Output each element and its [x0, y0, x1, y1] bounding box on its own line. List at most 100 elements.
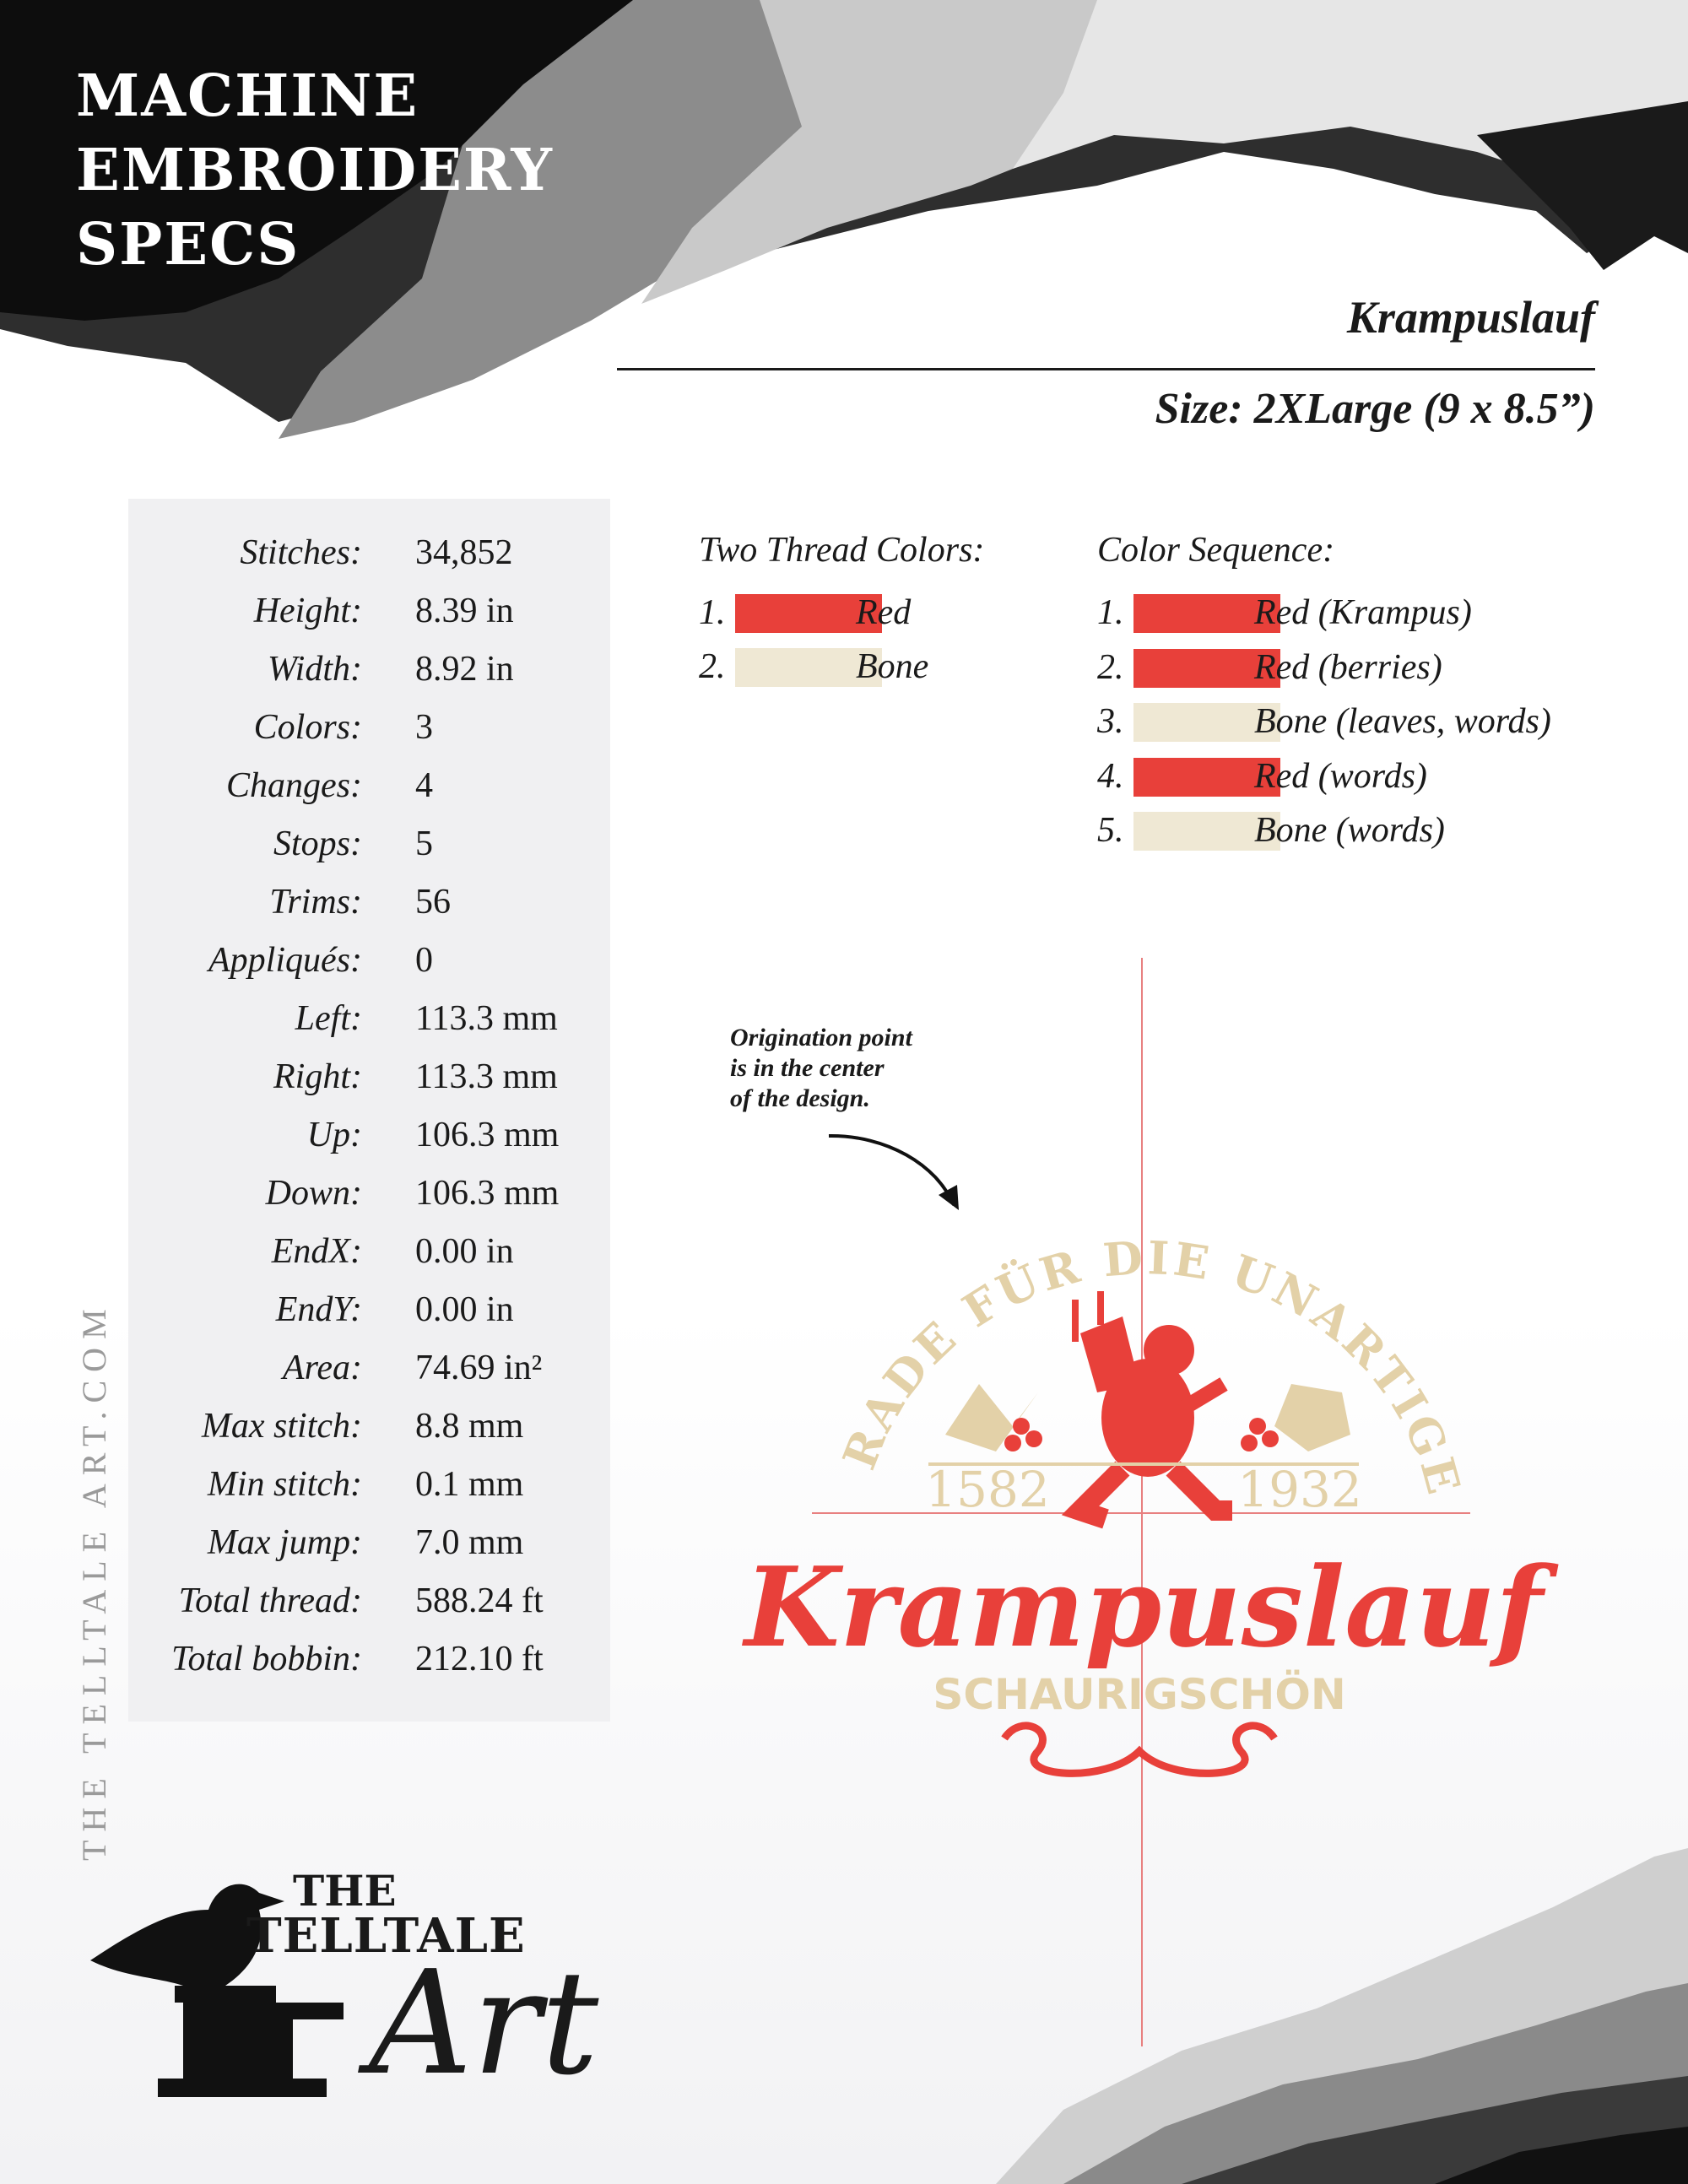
specs-panel: Stitches: 34,852 Height: 8.39 in Width: 8.92 …: [128, 499, 610, 1722]
design-arc-text: PARADE FÜR DIE UNARTIGEN: [0, 0, 1469, 1503]
spec-value: 5: [415, 824, 433, 863]
year-left: 1582: [925, 1461, 1050, 1518]
spec-row: Min stitch: 0.1 mm: [128, 1464, 610, 1515]
spec-value: 8.92 in: [415, 650, 514, 689]
page-title: MACHINE EMBROIDERY SPECS: [76, 59, 554, 282]
spec-value: 8.39 in: [415, 592, 514, 630]
color-number: 2.: [699, 647, 726, 686]
spec-label: Stops:: [273, 824, 362, 863]
spec-label: Width:: [268, 650, 362, 689]
spec-row: Total thread: 588.24 ft: [128, 1581, 610, 1631]
color-name: Red (Krampus): [1254, 593, 1472, 632]
title-line: EMBROIDERY: [76, 137, 554, 204]
color-name: Bone: [856, 647, 929, 686]
design-size: Size: 2XLarge (9 x 8.5”): [1155, 385, 1595, 433]
color-number: 5.: [1097, 811, 1124, 850]
color-name: Bone (leaves, words): [1254, 702, 1551, 741]
color-name: Red (words): [1254, 756, 1427, 796]
header-divider: [617, 368, 1595, 370]
logo-the: THE: [293, 1866, 397, 1916]
telltale-art-logo: THE TELLTALE Art: [90, 1859, 630, 2104]
holly-leaves-icon: [945, 1384, 1350, 1451]
spec-value: 3: [415, 708, 433, 747]
spec-label: Up:: [306, 1116, 362, 1154]
spec-value: 113.3 mm: [415, 1057, 558, 1096]
spec-row: Colors: 3: [128, 707, 610, 758]
spec-value: 7.0 mm: [415, 1523, 524, 1562]
thread-colors-heading: Two Thread Colors:: [699, 531, 985, 570]
spec-row: Max jump: 7.0 mm: [128, 1522, 610, 1573]
spec-label: EndY:: [275, 1290, 362, 1329]
color-swatch: [735, 648, 882, 687]
origination-note: Origination point is in the center of th…: [730, 1023, 912, 1114]
color-number: 1.: [699, 593, 726, 632]
color-name: Bone (words): [1254, 811, 1445, 850]
design-name: Krampuslauf: [1346, 292, 1595, 343]
spec-value: 0.00 in: [415, 1232, 514, 1271]
spec-row: Up: 106.3 mm: [128, 1115, 610, 1165]
color-swatch: [1133, 648, 1280, 688]
spec-row: Area: 74.69 in²: [128, 1348, 610, 1398]
color-number: 1.: [1097, 593, 1124, 632]
color-swatch: [1133, 594, 1280, 633]
spec-value: 0.00 in: [415, 1290, 514, 1329]
color-name: Red (berries): [1254, 647, 1442, 687]
spec-label: Stitches:: [240, 533, 362, 572]
spec-value: 212.10 ft: [415, 1640, 544, 1679]
spec-label: Total thread:: [178, 1581, 362, 1620]
berries-icon: [1004, 1418, 1279, 1451]
spec-value: 34,852: [415, 533, 513, 572]
paint-stroke-top-decoration: [0, 0, 1688, 439]
spec-label: Total bobbin:: [171, 1640, 362, 1679]
color-row: 2. Bone: [699, 646, 1205, 689]
spec-value: 113.3 mm: [415, 999, 558, 1038]
color-name: Red: [856, 593, 912, 632]
spec-row: Left: 113.3 mm: [128, 998, 610, 1049]
krampus-figure-icon: [1061, 1291, 1232, 1529]
spec-label: Right:: [273, 1057, 362, 1096]
swirl-ornament-icon: [1001, 1722, 1278, 1777]
spec-row: EndX: 0.00 in: [128, 1231, 610, 1282]
spec-row: Width: 8.92 in: [128, 649, 610, 700]
spec-value: 588.24 ft: [415, 1581, 544, 1620]
arrow-icon: [828, 1133, 955, 1206]
color-row: 2. Red (berries): [1097, 647, 1604, 689]
note-line: Origination point: [730, 1024, 912, 1051]
color-number: 2.: [1097, 647, 1124, 687]
website-side-text: THE TELLTALE ART.COM: [75, 1300, 113, 1861]
spec-label: Height:: [253, 592, 362, 630]
spec-row: Height: 8.39 in: [128, 591, 610, 641]
spec-row: Total bobbin: 212.10 ft: [128, 1639, 610, 1689]
spec-row: Changes: 4: [128, 765, 610, 816]
color-row: 1. Red: [699, 592, 1205, 635]
spec-row: Max stitch: 8.8 mm: [128, 1406, 610, 1457]
title-line: MACHINE: [76, 62, 419, 130]
spec-row: Down: 106.3 mm: [128, 1173, 610, 1224]
color-number: 3.: [1097, 702, 1124, 741]
spec-label: Trims:: [269, 883, 362, 922]
color-swatch: [1133, 812, 1280, 851]
color-row: 4. Red (words): [1097, 756, 1604, 798]
spec-label: Min stitch:: [207, 1465, 362, 1504]
raven-sewing-machine-icon: [90, 1884, 344, 2097]
spec-value: 106.3 mm: [415, 1116, 560, 1154]
spec-value: 56: [415, 883, 451, 922]
spec-label: Left:: [295, 999, 362, 1038]
spec-label: Changes:: [226, 766, 362, 805]
color-swatch: [1133, 757, 1280, 797]
spec-row: Trims: 56: [128, 882, 610, 933]
spec-value: 0.1 mm: [415, 1465, 524, 1504]
spec-row: Right: 113.3 mm: [128, 1057, 610, 1107]
spec-value: 4: [415, 766, 433, 805]
arrowhead-icon: [939, 1185, 959, 1210]
spec-value: 8.8 mm: [415, 1407, 524, 1446]
color-row: 5. Bone (words): [1097, 810, 1604, 852]
spec-value: 106.3 mm: [415, 1174, 560, 1213]
logo-telltale: TELLTALE: [246, 1908, 526, 1964]
design-script-title: Krampuslauf: [741, 1543, 1559, 1672]
spec-row: Appliqués: 0: [128, 940, 610, 991]
color-sequence-heading: Color Sequence:: [1097, 531, 1335, 570]
design-subtitle: SCHAURIGSCHÖN: [933, 1669, 1345, 1719]
year-right: 1932: [1237, 1461, 1362, 1518]
